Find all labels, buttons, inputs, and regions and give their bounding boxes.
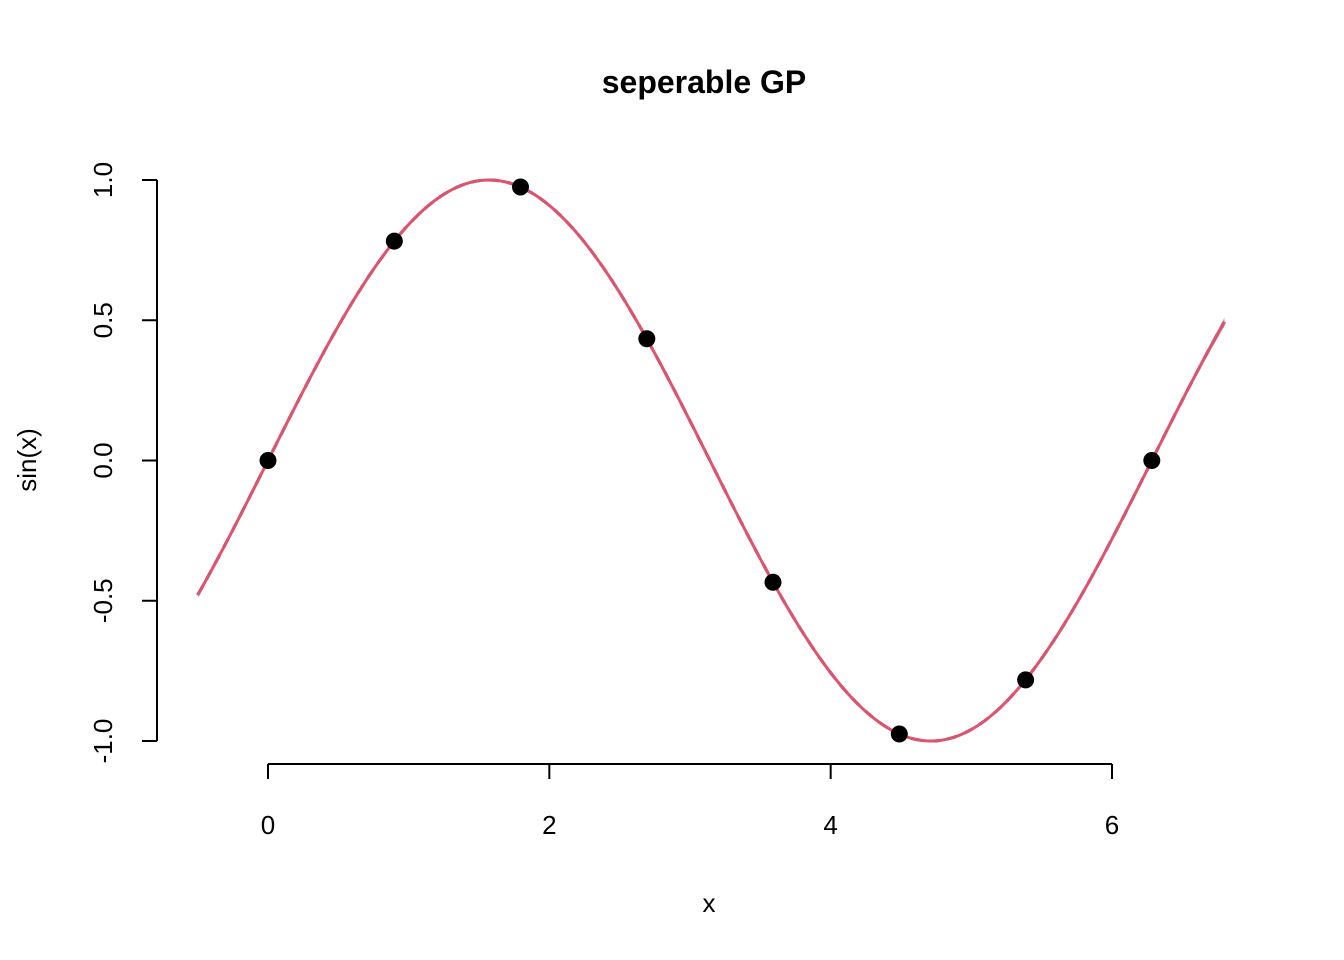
chart-title: seperable GP [602,64,807,100]
data-point [1017,671,1035,689]
predictive-mean-line [196,178,1226,743]
y-tick-label: 0.5 [88,302,118,338]
x-tick-label: 2 [542,810,556,840]
data-points-layer [259,178,1161,743]
data-point [890,725,908,743]
data-point [1143,452,1161,469]
x-tick-label: 6 [1105,810,1119,840]
data-point [764,573,782,591]
x-axis-label: x [703,888,716,918]
data-point [259,452,277,469]
x-axis: 0 2 4 6 [261,763,1119,840]
y-tick-label: 0.0 [88,442,118,478]
y-tick-label: -1.0 [88,719,118,764]
data-point [511,178,529,196]
x-tick-label: 4 [823,810,837,840]
data-point [638,330,656,348]
y-tick-label: 1.0 [88,162,118,198]
x-tick-label: 0 [261,810,275,840]
y-axis-label: sin(x) [12,428,42,492]
data-point [385,232,403,250]
y-tick-label: -0.5 [88,578,118,623]
y-axis: -1.0 -0.5 0.0 0.5 1.0 [88,162,158,764]
predictive-mean-layer [196,178,1226,743]
